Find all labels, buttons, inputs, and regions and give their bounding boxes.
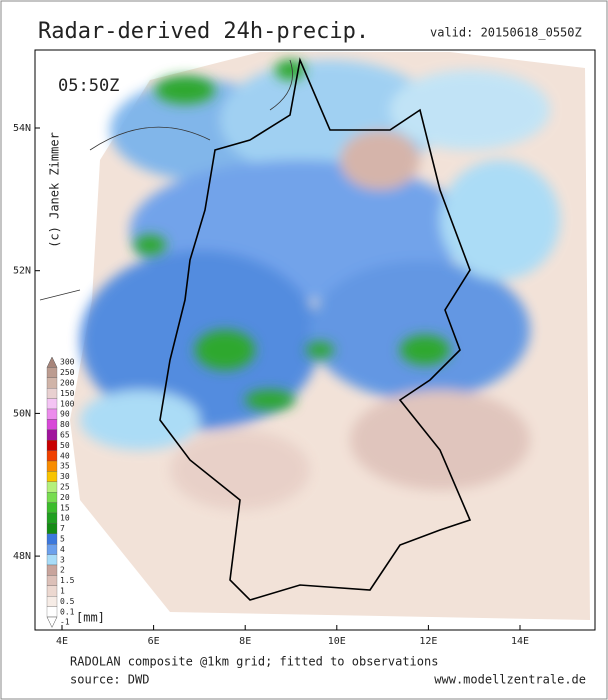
legend-swatch xyxy=(46,481,58,493)
legend-swatch xyxy=(46,533,58,545)
lat-label: 48N xyxy=(13,551,31,562)
legend-swatch xyxy=(46,544,58,555)
map-area xyxy=(35,50,595,630)
legend-label: 150 xyxy=(60,389,75,398)
legend-label: 3 xyxy=(60,555,65,564)
legend-label: 200 xyxy=(60,379,75,388)
legend-swatch xyxy=(46,440,58,451)
legend-label: 10 xyxy=(60,514,70,523)
footer-source: source: DWD xyxy=(70,673,149,687)
legend-swatch xyxy=(46,564,58,576)
legend-label: 7 xyxy=(60,524,65,533)
legend-label: 15 xyxy=(60,503,70,512)
legend-label: -1 xyxy=(60,618,70,627)
legend-swatch xyxy=(46,585,58,597)
legend-swatch xyxy=(46,460,58,472)
lon-label: 4E xyxy=(56,636,68,647)
legend-swatch xyxy=(46,575,58,586)
legend-label: 300 xyxy=(60,358,75,367)
legend-label: 20 xyxy=(60,493,70,502)
lon-label: 14E xyxy=(511,636,529,647)
legend-label: 0.5 xyxy=(60,597,75,606)
legend-swatch xyxy=(46,408,58,420)
title: Radar-derived 24h-precip. xyxy=(38,19,369,44)
footer-line: RADOLAN composite @1km grid; fitted to o… xyxy=(70,655,438,669)
legend-unit: [mm] xyxy=(76,611,105,625)
legend-label: 90 xyxy=(60,410,70,419)
lon-label: 10E xyxy=(328,636,346,647)
legend-label: 4 xyxy=(60,545,65,554)
legend-swatch xyxy=(46,606,58,618)
legend-label: 5 xyxy=(60,535,65,544)
legend-swatch xyxy=(46,450,58,462)
legend-label: 2 xyxy=(60,566,65,575)
legend-label: 40 xyxy=(60,451,70,460)
legend-label: 50 xyxy=(60,441,70,450)
legend-label: 80 xyxy=(60,420,70,429)
legend-swatch xyxy=(46,471,58,482)
map-frame xyxy=(34,49,596,631)
valid-time: valid: 20150618_0550Z xyxy=(430,26,582,40)
lat-label: 52N xyxy=(13,266,31,277)
time-label: 05:50Z xyxy=(58,76,119,96)
legend-swatch xyxy=(46,512,58,524)
legend-swatch xyxy=(46,377,58,389)
legend-label: 30 xyxy=(60,472,70,481)
legend-swatch xyxy=(46,388,58,399)
legend-swatch xyxy=(46,502,58,514)
legend-label: 250 xyxy=(60,368,75,377)
lat-label: 54N xyxy=(13,123,31,134)
legend-swatch xyxy=(46,492,58,503)
country-border xyxy=(159,57,472,601)
legend-label: 1.5 xyxy=(60,576,75,585)
legend-swatch xyxy=(46,419,58,430)
legend-swatch xyxy=(46,429,58,441)
legend-label: 100 xyxy=(60,399,75,408)
lat-axis: 54N 52N 50N 48N xyxy=(13,123,40,562)
legend-label: 65 xyxy=(60,431,70,440)
legend-swatch xyxy=(46,596,58,607)
lat-label: 50N xyxy=(13,408,31,419)
legend-swatch xyxy=(46,523,58,534)
credit: (c) Janek Zimmer xyxy=(48,132,62,248)
legend-swatch xyxy=(46,616,58,628)
legend-label: 0.1 xyxy=(60,607,75,616)
lon-label: 8E xyxy=(239,636,251,647)
lon-axis: 4E 6E 8E 10E 12E 14E xyxy=(56,625,529,647)
legend-label: 25 xyxy=(60,483,70,492)
footer-url: www.modellzentrale.de xyxy=(434,673,586,687)
lon-label: 6E xyxy=(148,636,160,647)
legend-label: 1 xyxy=(60,587,65,596)
legend-swatch xyxy=(46,398,58,410)
legend-swatch xyxy=(46,554,58,566)
legend-label: 35 xyxy=(60,462,70,471)
lon-label: 12E xyxy=(419,636,437,647)
legend-swatch xyxy=(46,367,58,378)
